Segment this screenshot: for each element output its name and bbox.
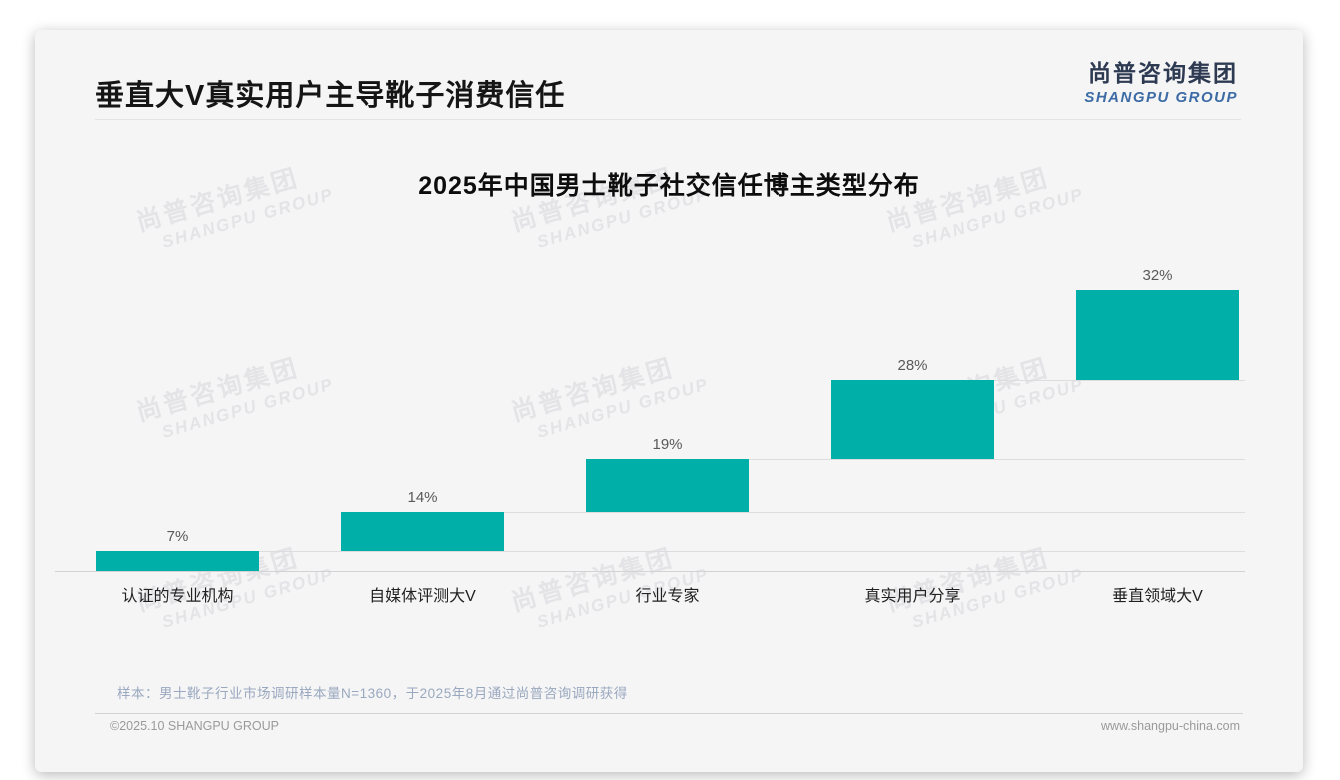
connector-line [749,458,1245,460]
connector-line [259,551,1245,553]
logo-en-text: SHANGPU GROUP [1084,89,1238,106]
category-label: 自媒体评测大V [369,588,476,605]
footer-divider [95,713,1243,714]
chart-title: 2025年中国男士靴子社交信任博主类型分布 [418,172,920,200]
connector-line [994,379,1245,381]
company-logo: 尚普咨询集团 SHANGPU GROUP [1084,54,1238,106]
category-label: 垂直领域大V [1112,588,1203,605]
header-divider [95,119,1241,120]
bar-value-label: 14% [407,489,438,506]
slide-card: 尚普咨询集团 SHANGPU GROUP 尚普咨询集团 SHANGPU GROUP 尚普… [35,30,1303,772]
bar-value-label: 32% [1142,267,1173,284]
chart-categories: 认证的专业机构 自媒体评测大V 行业专家 真实用户分享 垂直领域大V [55,582,1280,606]
category-label: 认证的专业机构 [121,588,234,605]
page-title: 垂直大V真实用户主导靴子消费信任 [95,80,566,112]
bar-value-label: 28% [897,356,928,374]
chart-bar [586,458,749,512]
chart-bar [341,512,504,552]
footer-website: www.shangpu-china.com [1101,719,1240,733]
connector-line [504,512,1245,513]
category-label: 真实用户分享 [864,588,961,605]
footer-copyright: ©2025.10 SHANGPU GROUP [110,719,279,733]
logo-zh-text: 尚普咨询集团 [1088,60,1238,86]
chart-bar [1076,290,1239,380]
footnote: 样本：男士靴子行业市场调研样本量N=1360，于2025年8月通过尚普咨询调研获… [117,686,628,701]
chart-bar [831,379,994,459]
category-label: 行业专家 [635,588,700,605]
chart-bar [96,551,259,571]
chart-plot: 7% 14% 19% 28% 32% [55,267,1280,572]
bar-value-label: 19% [652,435,683,453]
axis-baseline [55,571,1245,572]
bar-value-label: 7% [166,528,189,546]
